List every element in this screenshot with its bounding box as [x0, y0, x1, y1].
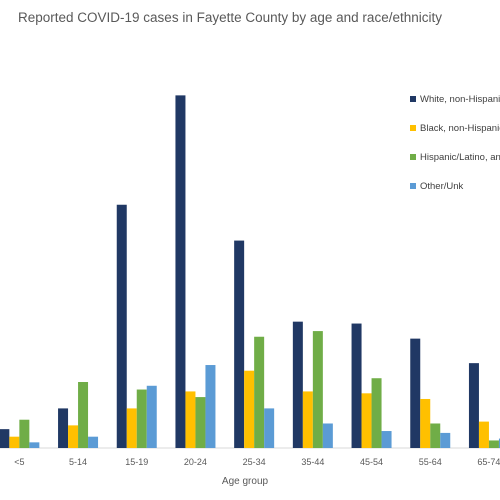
bar-65-74-3 [498, 438, 500, 448]
x-tick-label: 65-74 [477, 457, 500, 467]
bar-35-44-3 [322, 423, 333, 448]
legend-swatch [410, 154, 416, 160]
bar-<5-2 [19, 419, 30, 448]
bar-<5-3 [29, 442, 40, 448]
legend-entry: Other/Unk [420, 181, 464, 192]
bar-25-34-2 [254, 336, 265, 448]
bar-45-54-3 [381, 431, 392, 448]
legend-entry: Black, non-Hispanic [420, 123, 500, 134]
x-tick-label: 35-44 [301, 457, 324, 467]
x-tick-label: 20-24 [184, 457, 207, 467]
x-tick-label: 45-54 [360, 457, 383, 467]
bar-45-54-1 [361, 393, 372, 448]
bar-35-44-0 [292, 321, 303, 448]
legend-entry: White, non-Hispanic [420, 94, 500, 105]
bar-35-44-1 [302, 391, 313, 448]
bar-15-19-0 [116, 204, 127, 448]
x-tick-label: 15-19 [125, 457, 148, 467]
x-tick-label: 5-14 [69, 457, 87, 467]
bar-5-14-1 [68, 425, 79, 448]
bar-25-34-1 [244, 370, 255, 448]
bar-<5-0 [0, 429, 10, 448]
x-axis-title: Age group [222, 476, 269, 487]
bar-5-14-2 [78, 382, 89, 448]
x-tick-label: <5 [14, 457, 24, 467]
bar-65-74-2 [488, 440, 499, 448]
x-tick-label: 55-64 [419, 457, 442, 467]
legend-swatch [410, 125, 416, 131]
bar-<5-1 [9, 436, 20, 448]
bar-45-54-2 [371, 378, 382, 448]
bar-25-34-0 [234, 240, 245, 448]
bar-35-44-2 [312, 331, 323, 448]
bar-45-54-0 [351, 323, 362, 448]
legend-entry: Hispanic/Latino, any race [420, 152, 500, 163]
bar-15-19-3 [146, 385, 157, 448]
bar-55-64-1 [420, 398, 431, 448]
legend-swatch [410, 96, 416, 102]
bar-55-64-0 [410, 338, 421, 448]
bar-5-14-3 [88, 436, 99, 448]
bar-15-19-2 [136, 389, 147, 448]
bar-20-24-0 [175, 95, 186, 448]
bar-55-64-3 [440, 432, 451, 448]
bar-20-24-2 [195, 397, 206, 448]
bar-20-24-3 [205, 365, 216, 448]
bar-15-19-1 [126, 408, 137, 448]
bar-55-64-2 [430, 423, 441, 448]
bar-65-74-1 [478, 421, 489, 448]
bar-65-74-0 [468, 363, 479, 448]
legend-swatch [410, 183, 416, 189]
x-tick-label: 25-34 [243, 457, 266, 467]
bar-25-34-3 [264, 408, 275, 448]
bar-20-24-1 [185, 391, 196, 448]
chart-title: Reported COVID-19 cases in Fayette Count… [18, 10, 442, 25]
bar-5-14-0 [58, 408, 69, 448]
